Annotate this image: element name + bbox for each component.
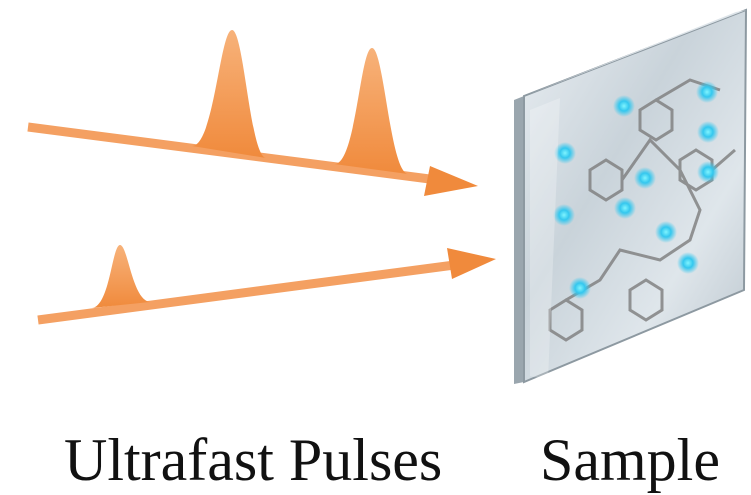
bottom-beam xyxy=(37,245,496,325)
sample-plate xyxy=(514,8,748,384)
emitters xyxy=(553,81,719,299)
pulses-label: Ultrafast Pulses xyxy=(64,427,442,493)
top-beam xyxy=(27,30,478,196)
sample-label: Sample xyxy=(540,427,720,493)
